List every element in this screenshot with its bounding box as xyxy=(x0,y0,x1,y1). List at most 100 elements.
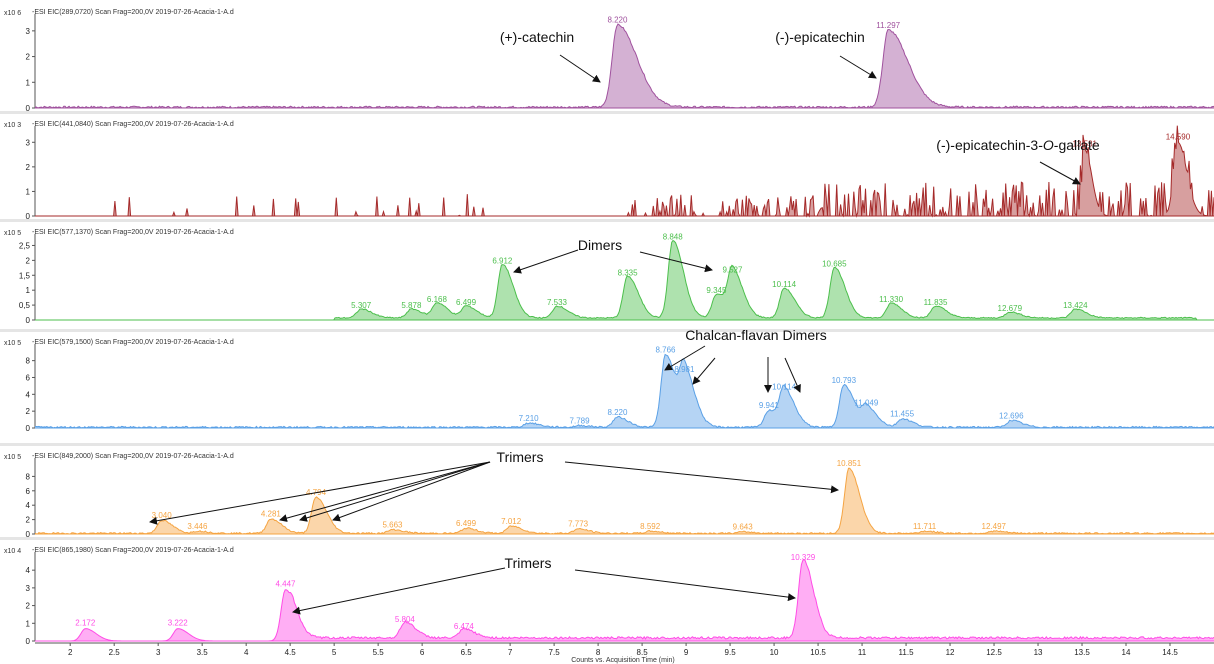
trace-title: -ESI EIC(865,1980) Scan Frag=200,0V 2019… xyxy=(32,547,234,554)
annotation-label: (-)-epicatechin xyxy=(775,29,864,45)
annotation-label: Dimers xyxy=(578,237,622,253)
scale-label: x10 5 xyxy=(4,454,21,461)
x-tick-label: 12.5 xyxy=(986,648,1002,657)
y-tick-label: 0 xyxy=(26,424,31,433)
panel-separator xyxy=(0,537,1214,540)
peak-label: 7.789 xyxy=(570,416,591,425)
annotation-arrow xyxy=(564,461,839,494)
y-tick-label: 0 xyxy=(26,530,31,539)
annotation-label: Trimers xyxy=(497,449,544,465)
annotation-arrow xyxy=(664,345,706,371)
scale-label: x10 3 xyxy=(4,122,21,129)
y-tick-label: 2 xyxy=(26,516,31,525)
panel-4: x10 5 -ESI EIC(579,1500) Scan Frag=200,0V… xyxy=(0,329,1214,433)
x-tick-label: 11 xyxy=(858,648,867,657)
peak-label: 6.912 xyxy=(492,256,513,265)
peak-label: 13.424 xyxy=(1063,301,1088,310)
annotation-arrow xyxy=(692,357,716,385)
peak-label: 8.335 xyxy=(618,268,639,277)
peak-label: 8.592 xyxy=(640,522,661,531)
peak-label: 4.281 xyxy=(261,510,282,519)
annotation-label: (-)-epicatechin-3-O-gallate xyxy=(936,137,1100,153)
y-tick-label: 0 xyxy=(26,104,31,113)
peak-label: 9.345 xyxy=(706,286,727,295)
y-tick-label: 2 xyxy=(26,407,31,416)
x-tick-label: 10 xyxy=(770,648,779,657)
annotation-arrow xyxy=(292,567,506,615)
peak-label: 12.696 xyxy=(999,411,1024,420)
y-tick-label: 1 xyxy=(26,619,31,628)
peak-label: 5.307 xyxy=(351,301,372,310)
y-tick-label: 2 xyxy=(26,53,31,62)
peak-label: 5.878 xyxy=(401,301,422,310)
panel-2: x10 3 -ESI EIC(441,0840) Scan Frag=200,0V… xyxy=(0,111,1214,221)
x-tick-label: 14 xyxy=(1122,648,1131,657)
y-tick-label: 3 xyxy=(26,27,31,36)
panel-separator xyxy=(0,329,1214,332)
x-tick-label: 11.5 xyxy=(899,648,915,657)
peak-label: 6.168 xyxy=(427,295,448,304)
panel-separator xyxy=(0,219,1214,222)
peak-label: 12.679 xyxy=(998,304,1023,313)
x-tick-label: 12 xyxy=(946,648,955,657)
trace-title: -ESI EIC(577,1370) Scan Frag=200,0V 2019… xyxy=(32,229,234,236)
annotation-arrow xyxy=(574,569,796,602)
trace-fill xyxy=(35,125,1214,216)
peak-label: 9.527 xyxy=(722,265,743,274)
peak-label: 3.040 xyxy=(152,511,173,520)
peak-label: 3.446 xyxy=(187,522,208,531)
x-axis-title: Counts vs. Acquisition Time (min) xyxy=(571,657,674,664)
peak-label: 10.793 xyxy=(832,376,857,385)
peak-label: 9.643 xyxy=(733,523,754,532)
x-tick-label: 3.5 xyxy=(197,648,209,657)
trace-title: -ESI EIC(289,0720) Scan Frag=200,0V 2019… xyxy=(32,9,234,16)
peak-label: 10.114 xyxy=(772,280,796,289)
y-tick-label: 2 xyxy=(26,602,31,611)
trace-fill xyxy=(35,24,1214,108)
x-tick-label: 4 xyxy=(244,648,249,657)
annotation-label: Chalcan-flavan Dimers xyxy=(685,327,827,343)
x-tick-label: 3 xyxy=(156,648,161,657)
panel-6: x10 4 -ESI EIC(865,1980) Scan Frag=200,0V… xyxy=(0,537,1214,646)
x-tick-label: 9.5 xyxy=(725,648,737,657)
peak-label: 14.590 xyxy=(1166,132,1191,141)
peak-label: 5.663 xyxy=(382,520,403,529)
annotation-arrow xyxy=(149,461,491,525)
peak-label: 8.220 xyxy=(607,16,628,25)
annotation-arrow xyxy=(279,461,491,522)
x-tick-label: 6 xyxy=(420,648,425,657)
annotation-arrow xyxy=(513,249,579,274)
scale-label: x10 6 xyxy=(4,10,21,17)
trace-title: -ESI EIC(579,1500) Scan Frag=200,0V 2019… xyxy=(32,339,234,346)
trace-line xyxy=(34,353,1214,429)
y-tick-label: 0 xyxy=(26,637,31,646)
x-tick-label: 2 xyxy=(68,648,73,657)
annotation-arrow xyxy=(559,54,601,83)
annotation-label: Trimers xyxy=(505,555,552,571)
y-tick-label: 2 xyxy=(26,256,31,265)
annotation-arrow xyxy=(299,461,491,522)
x-tick-label: 7 xyxy=(508,648,513,657)
y-tick-label: 4 xyxy=(26,390,31,399)
peak-label: 7.533 xyxy=(547,298,568,307)
y-tick-label: 8 xyxy=(26,357,31,366)
x-tick-label: 6.5 xyxy=(461,648,473,657)
peak-label: 10.329 xyxy=(791,553,816,562)
peak-label: 10.685 xyxy=(822,259,847,268)
peak-label: 3.222 xyxy=(168,619,189,628)
peak-label: 11.711 xyxy=(913,522,937,531)
y-tick-label: 1 xyxy=(26,286,31,295)
x-tick-label: 14.5 xyxy=(1162,648,1178,657)
x-tick-label: 13 xyxy=(1034,648,1043,657)
peak-label: 7.773 xyxy=(568,520,589,529)
peak-label: 9.941 xyxy=(759,401,780,410)
x-tick-label: 2.5 xyxy=(109,648,121,657)
scale-label: x10 5 xyxy=(4,230,21,237)
panel-1: x10 6 -ESI EIC(289,0720) Scan Frag=200,0V… xyxy=(4,9,1214,113)
y-tick-label: 1 xyxy=(26,187,31,196)
y-tick-label: 4 xyxy=(26,501,31,510)
x-tick-label: 10.5 xyxy=(810,648,826,657)
panel-3: x10 5 -ESI EIC(577,1370) Scan Frag=200,0V… xyxy=(0,219,1214,325)
trace-title: -ESI EIC(849,2000) Scan Frag=200,0V 2019… xyxy=(32,453,234,460)
